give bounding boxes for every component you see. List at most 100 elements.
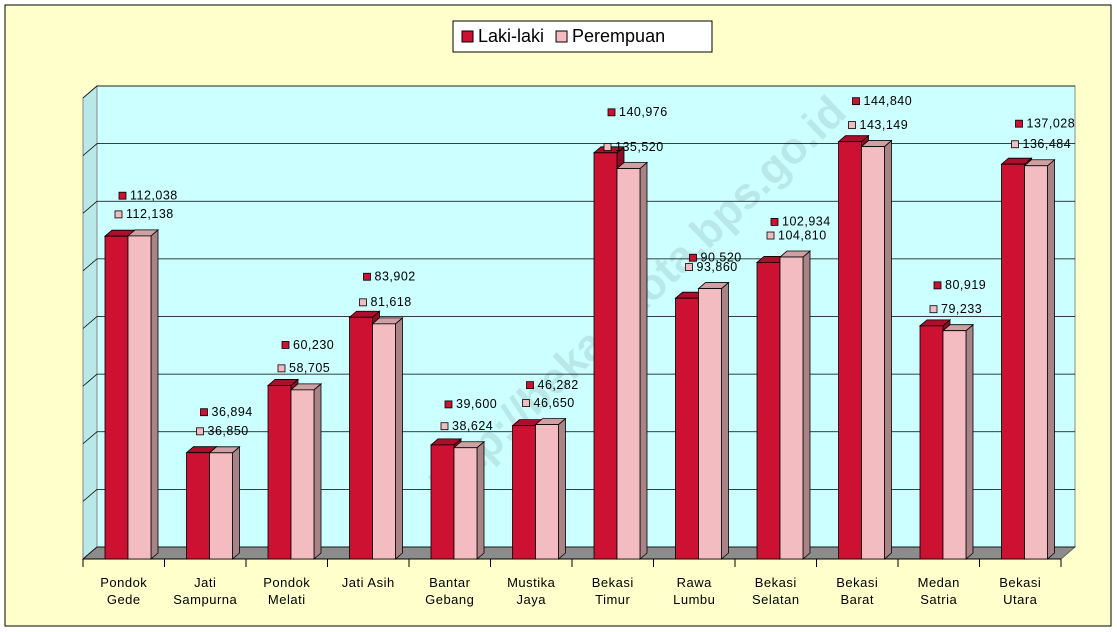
bar-side <box>965 323 974 560</box>
bar <box>104 235 129 560</box>
x-tick-label: Medan Satria <box>917 575 960 607</box>
legend-label: Laki-laki <box>478 26 544 46</box>
bar-side <box>1047 158 1055 560</box>
bar <box>535 424 559 560</box>
value-label-key <box>852 97 860 106</box>
legend-label: Perempuan <box>572 26 665 46</box>
x-tick-label: Rawa Lumbu <box>673 575 716 607</box>
grid-line <box>82 316 1075 329</box>
bar <box>290 389 315 560</box>
value-label: 60,230 <box>293 338 334 352</box>
value-label: 140,976 <box>619 105 668 119</box>
bar-side <box>721 281 729 560</box>
bar <box>779 256 804 560</box>
bar <box>919 325 944 560</box>
bar-side <box>639 161 648 560</box>
value-label-key <box>363 272 371 281</box>
value-label-key <box>444 400 453 409</box>
value-label-key <box>607 108 616 117</box>
value-label: 81,618 <box>371 295 412 309</box>
bar <box>675 297 699 560</box>
bar <box>209 452 233 560</box>
value-label: 104,810 <box>778 228 827 242</box>
value-label-key <box>603 143 612 151</box>
bar <box>186 452 210 560</box>
bar <box>127 235 152 560</box>
value-label-key <box>114 210 123 219</box>
value-label: 83,902 <box>375 270 416 284</box>
bar <box>942 330 967 560</box>
value-label: 80,919 <box>945 278 986 292</box>
value-label-key <box>281 341 290 349</box>
bar-side <box>558 417 566 560</box>
value-label: 36,894 <box>212 405 253 419</box>
grid-line <box>82 85 1075 99</box>
bar <box>698 288 722 560</box>
value-label: 137,028 <box>1027 116 1076 130</box>
value-label-key <box>848 121 856 129</box>
value-label-key <box>196 427 204 436</box>
value-label-key <box>685 263 693 271</box>
legend: Laki-laki Perempuan <box>452 20 713 53</box>
x-tick-label: Pondok Gede <box>100 575 148 607</box>
x-tick-label: Bekasi Utara <box>999 575 1042 607</box>
grid-line <box>82 373 1075 387</box>
value-label-key <box>440 422 449 431</box>
value-label: 144,840 <box>864 94 913 108</box>
bar <box>593 152 618 560</box>
x-tick-label: Bekasi Barat <box>836 575 879 607</box>
value-label-key <box>1011 140 1019 149</box>
bar-side <box>884 139 892 560</box>
bar <box>861 146 885 560</box>
bar <box>838 141 862 560</box>
value-label: 136,484 <box>1023 137 1072 151</box>
value-label: 58,705 <box>289 361 330 375</box>
value-label: 79,233 <box>941 302 982 316</box>
value-label-key <box>200 408 208 417</box>
bar <box>1001 163 1025 560</box>
grid-line <box>82 431 1075 445</box>
bar <box>512 425 536 560</box>
value-label: 143,149 <box>860 118 909 132</box>
bar-side <box>802 250 811 560</box>
x-tick-label: Bantar Gebang <box>425 575 475 607</box>
value-label-key <box>933 281 942 290</box>
value-label-key <box>522 399 530 407</box>
value-label: 102,934 <box>782 215 831 229</box>
value-label: 39,600 <box>456 397 497 411</box>
bar <box>372 323 396 560</box>
value-label: 135,520 <box>615 140 664 154</box>
grid-line <box>82 488 1075 502</box>
legend-key <box>461 30 474 43</box>
legend-key <box>555 30 568 43</box>
value-label-key <box>770 218 779 226</box>
value-label-key <box>766 231 775 240</box>
bar <box>349 316 373 560</box>
grid-line <box>82 258 1075 272</box>
value-label-key <box>526 381 534 390</box>
bar-side <box>232 445 240 560</box>
x-tick-label: Jati Sampurna <box>173 575 238 607</box>
x-tick-label: Mustika Jaya <box>507 575 556 607</box>
bar <box>1024 165 1048 560</box>
x-tick-label: Jati Asih <box>341 575 395 590</box>
x-tick-label: Bekasi Selatan <box>751 575 800 607</box>
bar <box>616 168 641 560</box>
value-label: 46,282 <box>538 378 579 392</box>
bar-side <box>476 440 485 560</box>
grid-line <box>82 143 1075 156</box>
value-label-key <box>118 191 127 200</box>
value-label-key <box>359 298 367 307</box>
value-label: 46,650 <box>534 396 575 410</box>
bar-side <box>313 382 322 560</box>
value-label-key <box>1015 119 1023 128</box>
value-label-key <box>277 364 286 373</box>
value-label: 38,624 <box>452 419 493 433</box>
bar <box>430 444 455 560</box>
value-label: 36,850 <box>208 424 249 438</box>
bar-side <box>395 316 403 560</box>
value-label: 93,860 <box>697 260 738 274</box>
bar-side <box>150 229 159 560</box>
